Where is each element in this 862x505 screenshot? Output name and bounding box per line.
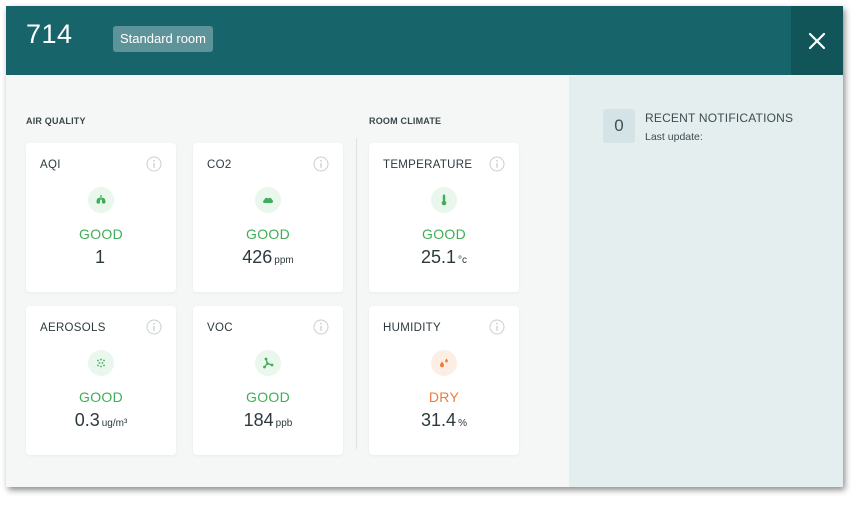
info-icon[interactable] [489, 156, 505, 172]
card-title: VOC [207, 322, 233, 334]
notifications-heading: RECENT NOTIFICATIONS [645, 111, 794, 125]
card-title: CO2 [207, 159, 232, 171]
reading: 25.1 °c [369, 247, 519, 268]
reading-unit: ppb [275, 418, 293, 429]
card-title: TEMPERATURE [383, 159, 473, 171]
reading: 0.3 ug/m³ [26, 410, 176, 431]
reading: 184 ppb [193, 410, 343, 431]
humidity-card[interactable]: HUMIDITY DRY 31.4% [369, 306, 519, 455]
reading-unit: ppm [274, 255, 294, 266]
aqi-card[interactable]: AQI GOOD 1 [26, 143, 176, 292]
status-label: DRY [428, 389, 460, 405]
particles-icon [88, 350, 114, 376]
reading-value: 0.3 [74, 410, 100, 430]
lungs-icon [88, 187, 114, 213]
reading-value: 25.1 [420, 247, 457, 267]
card-title: AQI [40, 159, 61, 171]
metrics-area: AIR QUALITY ROOM CLIMATE AQI GOOD 1 [6, 75, 569, 487]
info-icon[interactable] [313, 156, 329, 172]
co2-card[interactable]: CO2 GOOD 426 ppm [193, 143, 343, 292]
droplets-icon [431, 350, 457, 376]
panel-header: 714 Standard room [6, 6, 843, 75]
card-title: AEROSOLS [40, 322, 106, 334]
thermometer-icon [431, 187, 457, 213]
room-type-badge: Standard room [113, 26, 213, 52]
status-label: GOOD [246, 226, 290, 242]
reading-value: 31.4 [421, 410, 457, 430]
close-icon [808, 32, 826, 49]
info-icon[interactable] [146, 156, 162, 172]
reading: 31.4% [369, 410, 519, 431]
reading-unit: % [458, 418, 467, 429]
last-update-label: Last update: [645, 131, 703, 143]
molecule-icon [255, 350, 281, 376]
reading: 1 [26, 247, 176, 268]
room-number: 714 [26, 19, 73, 49]
room-detail-panel: 714 Standard room AIR QUALITY ROOM CLIMA… [6, 6, 843, 487]
notification-count-badge: 0 [603, 109, 635, 143]
info-icon[interactable] [489, 319, 505, 335]
aerosols-card[interactable]: AEROSOLS GOOD 0.3 u [26, 306, 176, 455]
status-label: GOOD [79, 226, 123, 242]
status-label: GOOD [246, 389, 290, 405]
card-title: HUMIDITY [383, 322, 441, 334]
status-label: GOOD [422, 226, 466, 242]
air-quality-heading: AIR QUALITY [26, 116, 86, 126]
reading-unit: ug/m³ [101, 418, 128, 429]
cloud-icon [255, 187, 281, 213]
reading-value: 184 [243, 410, 274, 430]
info-icon[interactable] [313, 319, 329, 335]
room-climate-heading: ROOM CLIMATE [369, 116, 442, 126]
section-divider [356, 138, 357, 449]
voc-card[interactable]: VOC GOOD 184 ppb [193, 306, 343, 455]
status-label: GOOD [79, 389, 123, 405]
close-button[interactable] [791, 6, 843, 75]
reading-value: 426 [242, 247, 273, 267]
reading: 426 ppm [193, 247, 343, 268]
temperature-card[interactable]: TEMPERATURE GOOD 25.1 °c [369, 143, 519, 292]
reading-value: 1 [94, 247, 105, 267]
reading-unit: °c [458, 255, 468, 266]
info-icon[interactable] [146, 319, 162, 335]
notifications-panel: 0 RECENT NOTIFICATIONS Last update: [569, 75, 843, 487]
